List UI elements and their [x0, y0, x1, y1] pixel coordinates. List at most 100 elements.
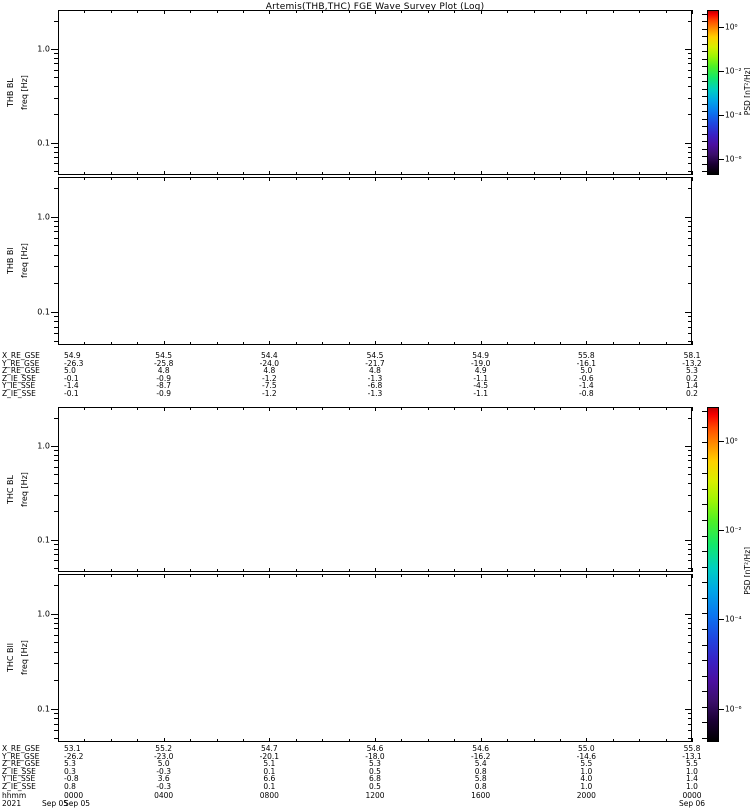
xtick	[481, 574, 482, 578]
xtick	[481, 568, 482, 572]
xtick	[164, 171, 165, 175]
colorbar-tick	[719, 619, 724, 620]
ytick-minor	[54, 544, 58, 545]
annot-value: -0.3	[156, 782, 171, 791]
ytick-minor	[688, 70, 692, 71]
annot-time-tick: 0400	[154, 790, 174, 800]
xtick	[58, 738, 59, 742]
xtick-minor	[428, 739, 429, 742]
ytick-minor	[54, 163, 58, 164]
colorbar-minor-tick	[702, 536, 707, 537]
xtick-minor	[217, 177, 218, 180]
colorbar-tick-label: 10⁻²	[725, 525, 742, 535]
xtick-minor	[454, 739, 455, 742]
xtick-minor	[428, 172, 429, 175]
ytick-minor	[688, 713, 692, 714]
xtick	[58, 10, 59, 14]
ytick-minor	[688, 255, 692, 256]
ytick-minor	[688, 718, 692, 719]
ytick-minor	[54, 554, 58, 555]
ytick-minor	[688, 316, 692, 317]
annot-value: 0.8	[474, 766, 487, 776]
ytick-minor	[54, 58, 58, 59]
xtick-minor	[613, 407, 614, 410]
xtick-minor	[534, 177, 535, 180]
annot-value: -18.0	[365, 751, 385, 761]
xtick-minor	[217, 342, 218, 345]
xtick-minor	[137, 407, 138, 410]
ytick-minor	[688, 53, 692, 54]
xtick-minor	[243, 407, 244, 410]
ytick-minor	[54, 114, 58, 115]
colorbar-title-0: PSD [nT²/Hz]	[743, 66, 750, 115]
xtick	[58, 341, 59, 345]
ytick-minor	[54, 585, 58, 586]
annot-value: 5.0	[64, 366, 76, 376]
ytick-major	[685, 143, 692, 144]
panel-axis-label-wrap-3: freq [Hz]	[20, 574, 32, 742]
annot-value: 4.0	[580, 774, 593, 784]
xtick	[692, 177, 693, 181]
xtick-minor	[613, 569, 614, 572]
ytick-major	[685, 49, 692, 50]
annot-value: 54.6	[472, 744, 490, 753]
xtick	[375, 10, 376, 14]
colorbar-minor-tick	[702, 691, 707, 692]
ytick-minor	[54, 98, 58, 99]
ytick-label: 1.0	[37, 609, 50, 619]
xtick-minor	[322, 574, 323, 577]
colorbar-minor-tick	[702, 119, 707, 120]
xtick-minor	[454, 172, 455, 175]
xtick	[164, 407, 165, 411]
ytick-minor	[54, 171, 58, 172]
xtick-minor	[401, 172, 402, 175]
annot-time-tick: 1200	[365, 790, 385, 800]
xtick-minor	[322, 569, 323, 572]
ytick-minor	[54, 460, 58, 461]
xtick-minor	[428, 569, 429, 572]
xtick-minor	[428, 407, 429, 410]
ytick-minor	[54, 483, 58, 484]
annot-value: 54.9	[472, 351, 490, 360]
xtick	[164, 341, 165, 345]
annot-value: 5.3	[64, 759, 76, 769]
ytick-label: 0.1	[37, 138, 50, 148]
xtick	[164, 568, 165, 572]
ytick-minor	[688, 738, 692, 739]
xtick-minor	[534, 739, 535, 742]
annot-row-label: Y_RE_GSE	[2, 358, 40, 368]
xtick-minor	[296, 10, 297, 13]
xtick-minor	[243, 177, 244, 180]
xtick	[692, 407, 693, 411]
ytick-minor	[688, 652, 692, 653]
annot-value: -26.2	[64, 751, 84, 761]
annot-value: 5.0	[580, 366, 593, 376]
annot-value: 0.1	[263, 782, 276, 791]
annot-value: -0.9	[156, 389, 171, 398]
colorbar-tick-label: 10⁻⁴	[725, 614, 742, 624]
colorbar-minor-tick	[702, 126, 707, 127]
ytick-minor	[688, 157, 692, 158]
annot-value: -7.5	[262, 381, 277, 391]
xtick	[586, 10, 587, 14]
xtick	[375, 171, 376, 175]
xtick-minor	[111, 569, 112, 572]
colorbar-minor-tick	[702, 427, 707, 428]
ytick-minor	[54, 21, 58, 22]
colorbar-tick	[719, 27, 724, 28]
xtick-minor	[243, 342, 244, 345]
ytick-minor	[688, 455, 692, 456]
xtick-minor	[217, 172, 218, 175]
ytick-minor	[688, 226, 692, 227]
xtick-minor	[428, 574, 429, 577]
ytick-minor	[688, 483, 692, 484]
colorbar-minor-tick	[702, 645, 707, 646]
colorbar-minor-tick	[702, 613, 707, 614]
xtick-minor	[111, 739, 112, 742]
ytick-major	[51, 143, 58, 144]
xtick-minor	[84, 569, 85, 572]
ytick-minor	[54, 152, 58, 153]
xtick-minor	[349, 172, 350, 175]
xtick-minor	[401, 739, 402, 742]
ytick-minor	[688, 724, 692, 725]
